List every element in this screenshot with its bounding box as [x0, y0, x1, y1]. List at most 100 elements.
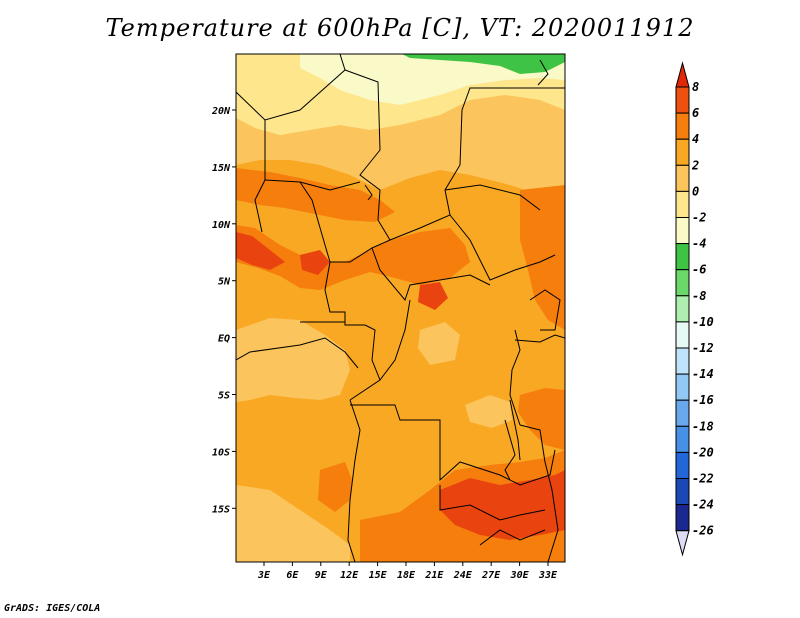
colorbar-band	[675, 138, 690, 166]
colorbar-label: -8	[692, 289, 706, 303]
border-line	[537, 59, 549, 86]
colorbar-label: 8	[692, 80, 699, 94]
field-4-6-westafrica	[236, 225, 470, 290]
lon-tick-label: 3E	[257, 570, 271, 581]
colorbar-band	[675, 164, 690, 192]
colorbar-band	[675, 504, 690, 532]
colorbar-band	[675, 190, 690, 218]
colorbar-bottom-arrow	[675, 530, 690, 557]
colorbar-band	[675, 269, 690, 297]
colorbar-band	[675, 451, 690, 479]
border-line	[364, 184, 373, 201]
grads-credit: GrADS: IGES/COLA	[4, 603, 101, 614]
border-line	[254, 120, 266, 233]
colorbar-band	[675, 478, 690, 506]
field-6-8-nigeria	[300, 250, 330, 275]
lat-tick-label: EQ	[218, 334, 230, 345]
border-line	[504, 419, 516, 481]
lon-tick-label: 24E	[453, 570, 473, 581]
field-6-8-guinea	[236, 232, 285, 270]
colorbar-band	[675, 347, 690, 375]
colorbar-band	[675, 321, 690, 349]
colorbar-label: 0	[692, 184, 699, 198]
colorbar: 8 6 4 2 0 -2 -4 -6 -8 -10 -12 -14 -16 -18 -20 -22 -24 -26	[675, 61, 714, 557]
border-line	[236, 337, 359, 369]
lon-tick-label: 33E	[538, 570, 558, 581]
field-0-2-east	[465, 395, 512, 428]
lat-tick-label: 5N	[218, 277, 231, 288]
border-line	[449, 214, 556, 281]
border-line	[544, 461, 559, 562]
page-title: Temperature at 600hPa [C], VT: 202001191…	[105, 14, 695, 42]
border-line	[347, 399, 361, 562]
colorbar-label: -4	[692, 237, 706, 251]
border-line	[509, 329, 521, 426]
border-line	[514, 334, 565, 343]
lat-tick-label: 10N	[212, 220, 231, 231]
lat-tick-label: 20N	[211, 106, 231, 117]
lat-tick-label: 15S	[212, 504, 230, 515]
lat-tick-label: 5S	[218, 391, 230, 402]
border-line	[519, 424, 546, 463]
border-line	[339, 54, 346, 71]
colorbar-label: 4	[692, 132, 699, 146]
lon-tick-label: 15E	[369, 570, 388, 581]
field-6-8-car	[418, 282, 448, 310]
colorbar-label: -12	[692, 341, 714, 355]
colorbar-band	[675, 217, 690, 245]
colorbar-label: 6	[692, 106, 699, 120]
colorbar-label: -20	[692, 445, 714, 459]
colorbar-label: -6	[692, 263, 706, 277]
colorbar-label: 2	[691, 158, 699, 172]
border-line	[364, 324, 381, 381]
field-6-8-zambia	[440, 470, 565, 540]
border-line	[236, 69, 565, 241]
map-frame	[235, 53, 566, 563]
border-line	[529, 289, 561, 331]
field-m4-m2	[300, 54, 565, 105]
lon-tick-label: 6E	[286, 570, 299, 581]
colorbar-band	[675, 399, 690, 427]
temperature-field	[236, 54, 565, 562]
colorbar-label: -14	[692, 367, 714, 381]
colorbar-label: -26	[692, 524, 714, 538]
colorbar-band	[675, 373, 690, 401]
lon-tick-label: 30E	[510, 570, 530, 581]
field-4-6-north	[236, 168, 395, 222]
border-line	[264, 179, 361, 191]
lon-tick-label: 12E	[340, 570, 359, 581]
lon-tick-label: 27E	[481, 570, 501, 581]
colorbar-label: -22	[692, 472, 714, 486]
latitude-axis: 20N 15N 10N 5N EQ 5S 10S 15S	[211, 106, 236, 515]
field-0-2-congo	[418, 322, 460, 365]
border-line	[324, 261, 365, 326]
colorbar-label: -2	[692, 211, 706, 225]
lon-tick-label: 18E	[397, 570, 416, 581]
colorbar-band	[675, 425, 690, 453]
colorbar-band	[675, 295, 690, 323]
field-4-6-east	[520, 185, 565, 330]
colorbar-top-arrow	[675, 61, 690, 88]
border-line	[509, 399, 521, 461]
border-line	[349, 299, 411, 401]
country-borders	[236, 54, 565, 562]
colorbar-label: -18	[692, 419, 714, 433]
border-line	[350, 404, 556, 486]
field-m6-m4	[402, 54, 565, 74]
colorbar-band	[675, 112, 690, 140]
border-line	[479, 529, 546, 546]
field-0-2-sw	[236, 485, 350, 562]
lat-tick-label: 10S	[212, 447, 230, 458]
field-4-6-southeast	[518, 388, 565, 450]
colorbar-label: -16	[692, 393, 714, 407]
colorbar-label: -24	[692, 498, 714, 512]
border-line	[371, 247, 491, 302]
colorbar-band	[675, 243, 690, 271]
border-line	[439, 485, 546, 521]
lon-tick-label: 9E	[315, 570, 328, 581]
lat-tick-label: 15N	[212, 163, 231, 174]
colorbar-label: -10	[692, 315, 714, 329]
colorbar-band	[675, 86, 690, 114]
field-4-6-angola	[318, 462, 352, 512]
